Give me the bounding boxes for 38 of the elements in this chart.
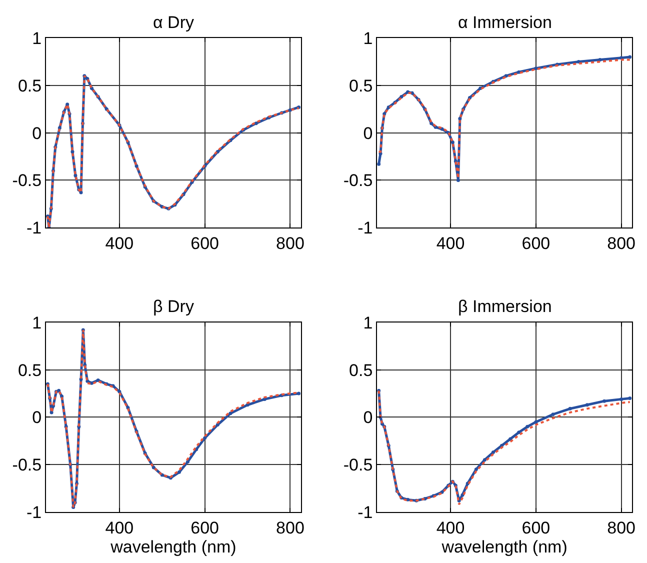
x-tick-label: 400 bbox=[436, 234, 465, 253]
y-tick-label: -0.5 bbox=[343, 456, 373, 475]
y-tick-label: 0.5 bbox=[18, 76, 42, 96]
x-tick-label: 600 bbox=[190, 518, 220, 538]
x-axis-title: wavelength (nm) bbox=[110, 537, 236, 556]
y-tick-label: 1 bbox=[363, 28, 373, 48]
y-tick-label: -0.5 bbox=[343, 171, 373, 190]
x-tick-label: 800 bbox=[276, 518, 304, 538]
y-tick-label: 0 bbox=[32, 408, 42, 428]
x-tick-label: 400 bbox=[105, 234, 134, 253]
chart-title: α Dry bbox=[153, 13, 194, 32]
y-tick-label: 0 bbox=[363, 124, 373, 143]
x-tick-label: 600 bbox=[190, 234, 220, 253]
y-tick-label: 0 bbox=[32, 124, 42, 143]
y-tick-label: 0.5 bbox=[18, 360, 42, 380]
chart-title: β Immersion bbox=[458, 297, 552, 316]
x-tick-label: 800 bbox=[607, 518, 636, 538]
x-tick-label: 400 bbox=[436, 518, 465, 538]
y-tick-label: -0.5 bbox=[12, 456, 42, 475]
y-tick-label: -1 bbox=[358, 218, 373, 238]
y-tick-label: 0.5 bbox=[349, 76, 373, 96]
y-tick-label: 0 bbox=[363, 408, 373, 428]
x-tick-label: 600 bbox=[522, 234, 550, 253]
y-tick-label: -1 bbox=[358, 502, 373, 522]
y-tick-label: -1 bbox=[26, 218, 42, 238]
chart-title: β Dry bbox=[153, 297, 194, 316]
x-tick-label: 800 bbox=[607, 234, 636, 253]
y-tick-label: 1 bbox=[32, 313, 42, 332]
chart-title: α Immersion bbox=[458, 13, 552, 32]
y-tick-label: 1 bbox=[32, 28, 42, 48]
x-tick-label: 800 bbox=[276, 234, 304, 253]
y-tick-label: 1 bbox=[363, 313, 373, 332]
x-tick-label: 400 bbox=[105, 518, 134, 538]
y-tick-label: -1 bbox=[26, 502, 42, 522]
y-tick-label: -0.5 bbox=[12, 171, 42, 190]
x-tick-label: 600 bbox=[522, 518, 550, 538]
y-tick-label: 0.5 bbox=[349, 360, 373, 380]
x-axis-title: wavelength (nm) bbox=[440, 537, 568, 556]
